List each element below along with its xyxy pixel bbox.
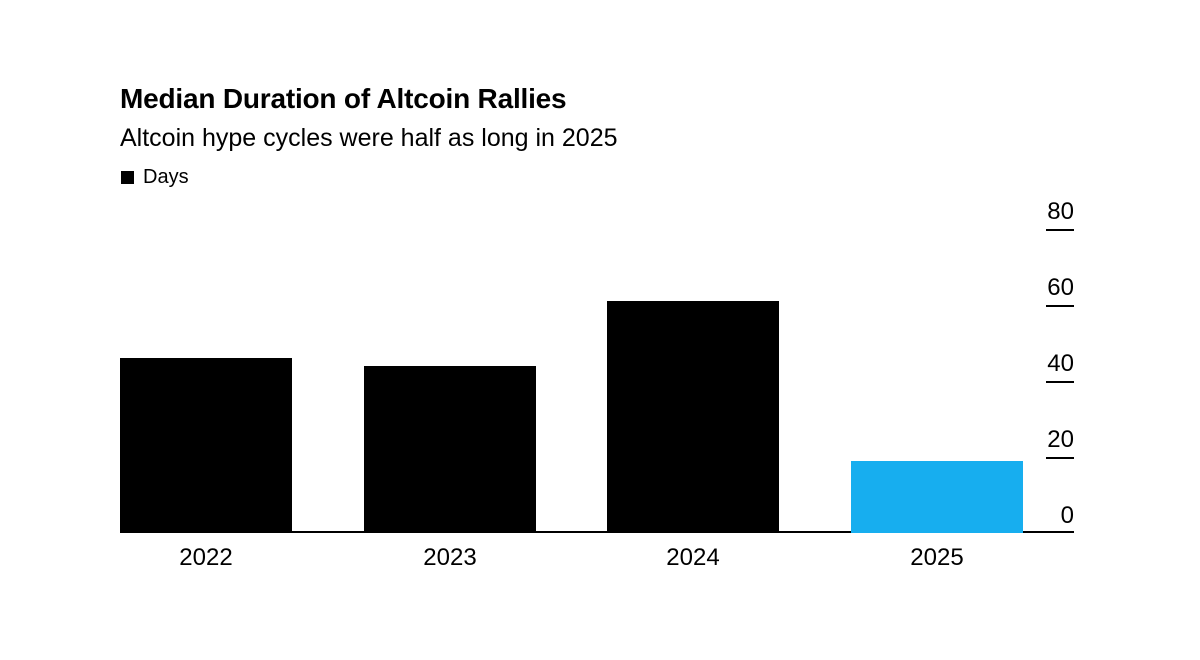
- y-axis-label-0: 0: [1060, 502, 1074, 529]
- chart-title: Median Duration of Altcoin Rallies: [120, 83, 567, 114]
- y-axis-tick-20: [1046, 457, 1074, 459]
- y-axis-tick-80: [1046, 229, 1074, 231]
- y-axis-tick-40: [1046, 381, 1074, 383]
- y-axis-label-80: 80: [1047, 198, 1074, 225]
- y-axis-tick-60: [1046, 305, 1074, 307]
- y-axis-label-20: 20: [1047, 426, 1074, 453]
- legend: Days: [121, 166, 189, 188]
- x-axis-label-2024: 2024: [666, 544, 720, 571]
- bar-2025: [851, 461, 1023, 533]
- y-axis-label-60: 60: [1047, 274, 1074, 301]
- bar-2024: [607, 301, 779, 533]
- bar-2023: [364, 366, 536, 533]
- x-axis-line: [120, 531, 1074, 533]
- x-axis-label-2025: 2025: [910, 544, 964, 571]
- bar-2022: [120, 358, 292, 533]
- legend-label: Days: [143, 166, 189, 188]
- x-axis-label-2023: 2023: [423, 544, 477, 571]
- y-axis-label-40: 40: [1047, 350, 1074, 377]
- legend-swatch: [121, 170, 134, 184]
- chart-subtitle: Altcoin hype cycles were half as long in…: [120, 124, 618, 152]
- x-axis-label-2022: 2022: [179, 544, 233, 571]
